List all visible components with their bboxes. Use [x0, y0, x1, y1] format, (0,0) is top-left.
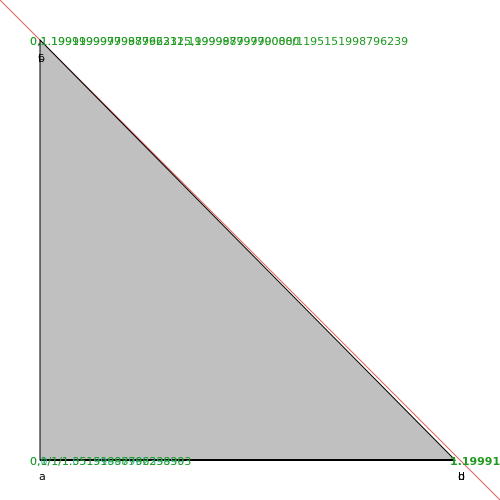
- bottom-left-coord-label-2: 0,1/1/1.35151998796238303: [30, 455, 191, 468]
- triangle-shape: [39, 38, 457, 461]
- bottom-right-coord-label: 1.1999191999: [450, 455, 500, 468]
- point-label-d: d: [458, 470, 465, 483]
- point-label-c: c: [38, 50, 44, 63]
- point-label-b: b: [458, 470, 465, 483]
- bottom-left-coord-label-1: 0,0/1/1.0519988796239999: [30, 455, 184, 468]
- top-coord-label-2: 0,1.19919999979987962315,199998799790080: [30, 35, 299, 48]
- top-coord-label-1: 0,1.1999199979987962312,199998799790080/…: [30, 35, 408, 48]
- point-label-a: a: [39, 470, 46, 483]
- point-label-g: b: [38, 52, 45, 65]
